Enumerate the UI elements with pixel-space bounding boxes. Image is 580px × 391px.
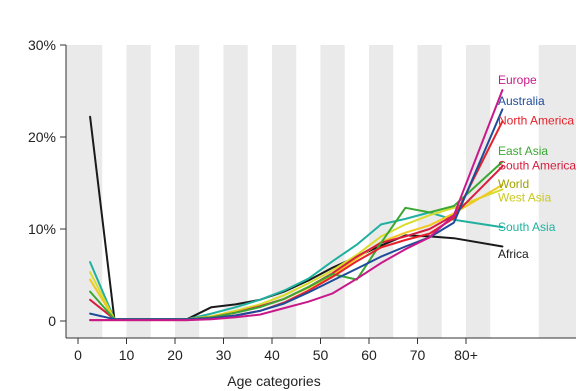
shaded-bands xyxy=(102,45,539,338)
legend-label-africa: Africa xyxy=(498,247,529,261)
x-tick-label: 30 xyxy=(216,347,232,363)
y-tick-label: 0 xyxy=(48,313,56,329)
x-tick-label: 0 xyxy=(74,347,82,363)
legend-label-australia: Australia xyxy=(498,94,545,108)
legend-label-north-america: North America xyxy=(498,113,574,127)
x-tick-label: 80+ xyxy=(454,347,478,363)
y-tick-label: 20% xyxy=(28,129,56,145)
legend-label-world: World xyxy=(498,177,529,191)
band xyxy=(441,45,466,338)
legend-label-europe: Europe xyxy=(498,73,537,87)
y-tick-label: 30% xyxy=(28,37,56,53)
series-line-europe xyxy=(89,89,504,322)
band xyxy=(344,45,369,338)
legend-label-south-america: South America xyxy=(498,159,576,173)
x-axis-title: Age categories xyxy=(227,373,320,389)
band xyxy=(150,45,175,338)
band xyxy=(247,45,272,338)
x-tick-label: 50 xyxy=(313,347,329,363)
x-tick-label: 40 xyxy=(264,347,280,363)
series-lines xyxy=(89,89,504,322)
legend-label-south-asia: South Asia xyxy=(498,220,556,234)
band xyxy=(393,45,418,338)
axes: 0 10% 20% 30% 0 10 20 30 40 50 60 70 80+ xyxy=(28,37,576,363)
x-tick-label: 10 xyxy=(119,347,135,363)
band xyxy=(102,45,127,338)
legend-label-east-asia: East Asia xyxy=(498,144,548,158)
x-tick-label: 60 xyxy=(361,347,377,363)
x-tick-label: 20 xyxy=(167,347,183,363)
band xyxy=(199,45,224,338)
y-tick-label: 10% xyxy=(28,221,56,237)
x-tick-label: 70 xyxy=(410,347,426,363)
legend-label-west-asia: West Asia xyxy=(498,191,551,205)
